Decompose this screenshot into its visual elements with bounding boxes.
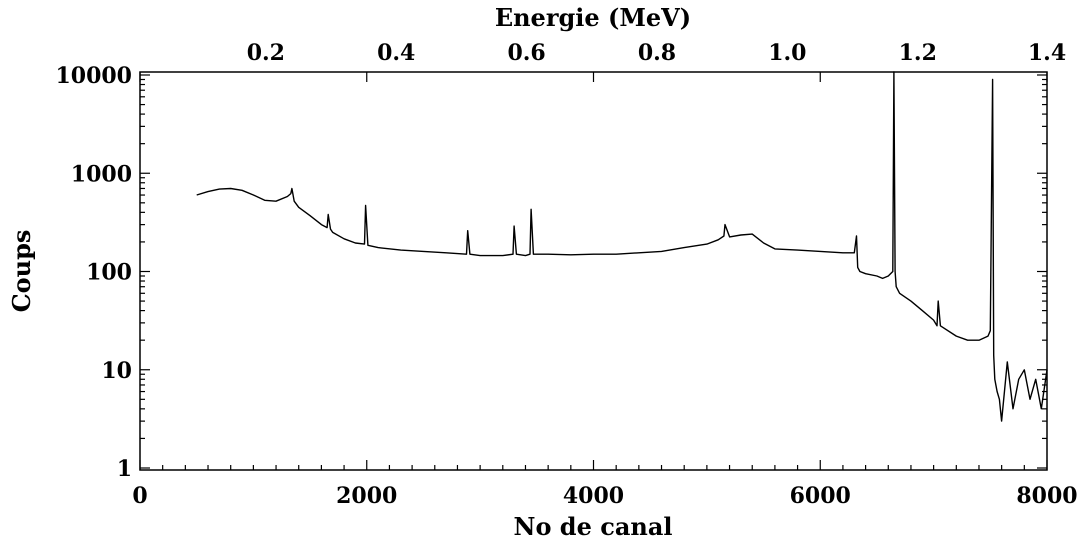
x-tick-label: 0	[132, 483, 147, 509]
axis-ticks	[139, 72, 1048, 470]
x2-tick-label: 1.2	[899, 40, 937, 66]
x2-tick-label: 0.4	[377, 40, 415, 66]
y-tick-label: 1000	[71, 161, 132, 187]
x-tick-label: 2000	[336, 483, 397, 509]
x2-tick-label: 0.8	[638, 40, 676, 66]
x2-tick-label: 0.2	[247, 40, 285, 66]
x2-tick-label: 0.6	[507, 40, 545, 66]
x-tick-label: 8000	[1016, 483, 1077, 509]
series-line	[196, 71, 1048, 422]
y-tick-label: 100	[86, 260, 132, 286]
y-tick-label: 10000	[55, 63, 132, 89]
y-tick-label: 1	[117, 456, 132, 482]
x-axis-title: No de canal	[514, 512, 673, 541]
tick-labels: 0 2000 4000 6000 8000 0.2 0.4 0.6 0.8 1.0 1.2 1.4 1 1…	[55, 40, 1077, 509]
x2-tick-label: 1.0	[768, 40, 806, 66]
x-tick-label: 6000	[790, 483, 851, 509]
x-tick-label: 4000	[563, 483, 624, 509]
x2-tick-label: 1.4	[1028, 40, 1066, 66]
plot-frame	[139, 71, 1048, 471]
x2-axis-title: Energie (MeV)	[495, 3, 691, 32]
y-tick-label: 10	[101, 358, 132, 384]
y-axis-title: Coups	[7, 230, 36, 313]
